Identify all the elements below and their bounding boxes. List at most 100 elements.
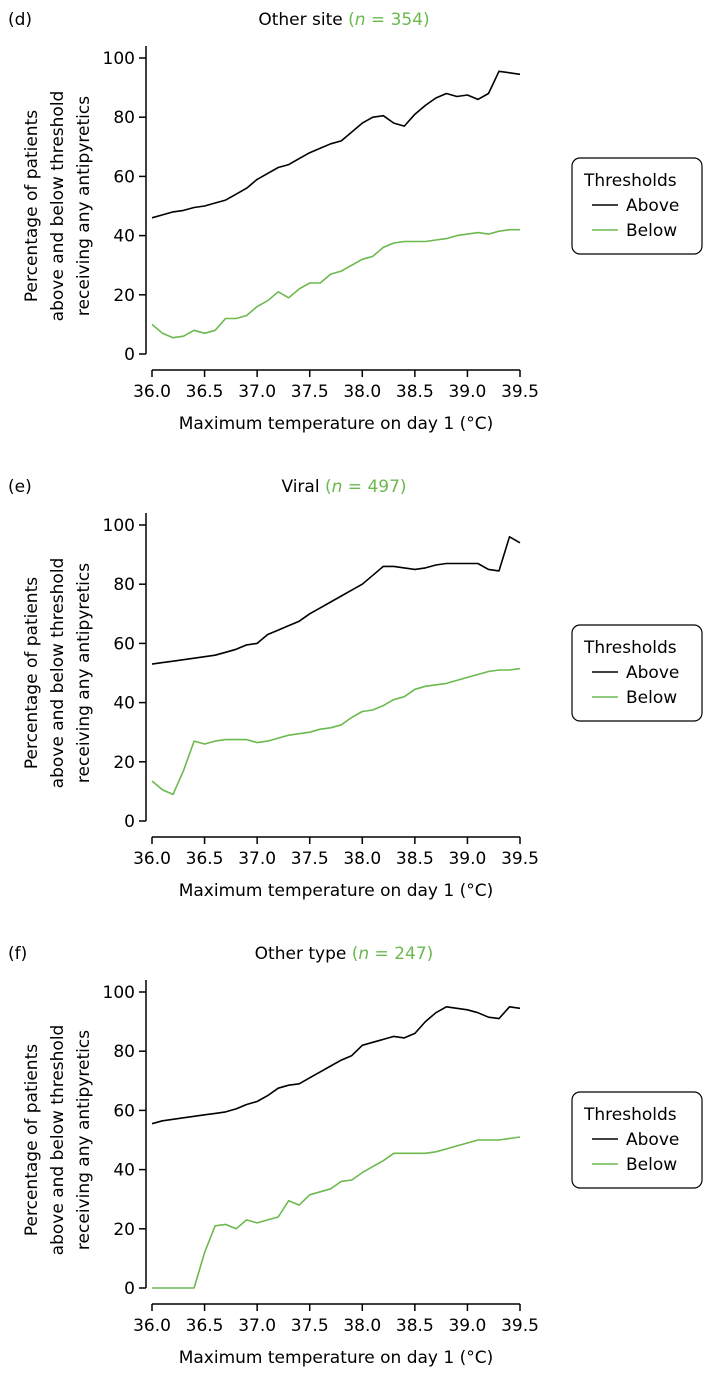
title-n-value: 497 [367,477,399,497]
x-tick-label: 37.5 [291,849,329,869]
x-tick-label: 39.0 [448,1316,486,1336]
series-line-above [151,1005,521,1125]
title-n-eq: = [342,477,367,497]
title-n-eq: = [369,944,394,964]
y-tick-label: 100 [103,983,135,1003]
title-n-open: ( [352,944,359,964]
y-tick-label: 60 [113,634,135,654]
y-axis-label-line: above and below threshold [48,558,68,789]
x-tick-label: 36.0 [133,1316,171,1336]
y-tick-label: 80 [113,108,135,128]
y-tick-label: 100 [103,516,135,536]
chart-panel: (f) Other type (n = 247) 0 20 40 60 80 100 36.0 3… [8,944,703,1368]
x-tick-label: 37.0 [238,382,276,402]
title-n-var: n [358,944,369,964]
x-axis-label: Maximum temperature on day 1 (°C) [179,1348,494,1368]
legend-entry-label: Above [626,196,679,216]
panel-label: (e) [8,477,32,497]
x-tick-label: 39.5 [501,1316,539,1336]
title-n: (n = 354) [348,10,430,30]
title-main: Other type [255,944,347,964]
y-tick-label: 60 [113,1101,135,1121]
y-tick-label: 0 [124,345,135,365]
x-tick-label: 36.5 [186,1316,224,1336]
panel-label: (f) [8,944,27,964]
y-axis-label-line: receiving any antipyretics [74,1030,94,1250]
y-tick-label: 60 [113,167,135,187]
x-tick-label: 38.5 [396,849,434,869]
x-tick-label: 36.0 [133,382,171,402]
y-tick-label: 80 [113,1042,135,1062]
legend-title: Thresholds [583,638,677,658]
x-tick-label: 37.5 [291,1316,329,1336]
chart-panel: (d) Other site (n = 354) 0 20 40 60 80 100 36.0 3… [8,10,703,434]
title-n-open: ( [325,477,332,497]
title-n-var: n [355,10,366,30]
panel-label: (d) [8,10,32,30]
x-axis-label: Maximum temperature on day 1 (°C) [179,414,494,434]
x-tick-label: 37.0 [238,849,276,869]
y-tick-label: 40 [113,227,135,247]
x-tick-label: 38.0 [343,849,381,869]
y-tick-label: 20 [113,753,135,773]
title-n: (n = 247) [352,944,434,964]
series-line-below [152,1136,521,1289]
y-tick-label: 20 [113,1220,135,1240]
title-n-close: ) [423,10,430,30]
y-axis-label-line: Percentage of patients [22,577,42,769]
title-n-value: 247 [394,944,426,964]
x-axis-label: Maximum temperature on day 1 (°C) [179,881,494,901]
title-n-open: ( [348,10,355,30]
series-line-below [151,667,521,796]
x-tick-label: 36.5 [186,849,224,869]
y-tick-label: 0 [124,1279,135,1299]
y-tick-label: 40 [113,1161,135,1181]
title-n-eq: = [366,10,391,30]
y-axis-label-line: above and below threshold [48,1025,68,1256]
title-n-close: ) [400,477,407,497]
x-tick-label: 36.0 [133,849,171,869]
legend-entry-label: Below [626,221,677,241]
x-tick-label: 38.0 [343,382,381,402]
legend-entry-label: Above [626,663,679,683]
y-axis-label-line: receiving any antipyretics [74,563,94,783]
title-main: Other site [258,10,342,30]
y-tick-label: 0 [124,812,135,832]
legend-entry-label: Below [626,688,677,708]
x-tick-label: 38.0 [343,1316,381,1336]
series-line-below [151,228,520,339]
y-tick-label: 80 [113,575,135,595]
x-tick-label: 36.5 [186,382,224,402]
legend-title: Thresholds [583,171,677,191]
series-line-above [151,535,521,665]
y-tick-label: 20 [113,286,135,306]
y-axis-label-line: Percentage of patients [22,110,42,302]
y-axis-label-line: above and below threshold [48,91,68,322]
x-tick-label: 37.0 [238,1316,276,1336]
legend-title: Thresholds [583,1105,677,1125]
x-tick-label: 39.5 [501,849,539,869]
title-n: (n = 497) [325,477,407,497]
title-main: Viral [281,477,319,497]
chart-title: Viral (n = 497) [281,477,406,497]
x-tick-label: 38.5 [396,1316,434,1336]
legend-entry-label: Above [626,1130,679,1150]
legend-entry-label: Below [626,1155,677,1175]
y-axis-label-line: Percentage of patients [22,1044,42,1236]
x-tick-label: 37.5 [291,382,329,402]
chart-title: Other site (n = 354) [258,10,429,30]
y-tick-label: 40 [113,694,135,714]
chart-title: Other type (n = 247) [255,944,434,964]
y-axis-label-line: receiving any antipyretics [74,96,94,316]
title-n-value: 354 [391,10,423,30]
chart-panel: (e) Viral (n = 497) 0 20 40 60 80 100 36.0 36.5 37… [8,477,703,901]
x-tick-label: 39.0 [448,382,486,402]
y-tick-label: 100 [103,49,135,69]
series-line-above [151,70,521,219]
title-n-close: ) [427,944,434,964]
x-tick-label: 38.5 [396,382,434,402]
x-tick-label: 39.0 [448,849,486,869]
title-n-var: n [332,477,343,497]
x-tick-label: 39.5 [501,382,539,402]
